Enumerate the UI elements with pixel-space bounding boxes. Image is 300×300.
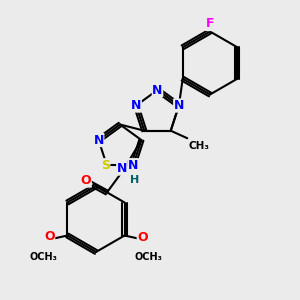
Text: F: F (206, 17, 214, 31)
Text: N: N (117, 162, 127, 175)
Text: OCH₃: OCH₃ (135, 252, 163, 262)
Text: O: O (81, 174, 91, 187)
Text: N: N (128, 159, 138, 172)
Text: O: O (137, 230, 148, 244)
Text: OCH₃: OCH₃ (29, 252, 57, 262)
Text: N: N (152, 83, 163, 97)
Text: O: O (44, 230, 55, 244)
Text: H: H (130, 175, 139, 184)
Text: S: S (101, 159, 110, 172)
Text: CH₃: CH₃ (189, 141, 210, 151)
Text: N: N (131, 99, 141, 112)
Text: N: N (174, 99, 184, 112)
Text: N: N (93, 134, 104, 146)
